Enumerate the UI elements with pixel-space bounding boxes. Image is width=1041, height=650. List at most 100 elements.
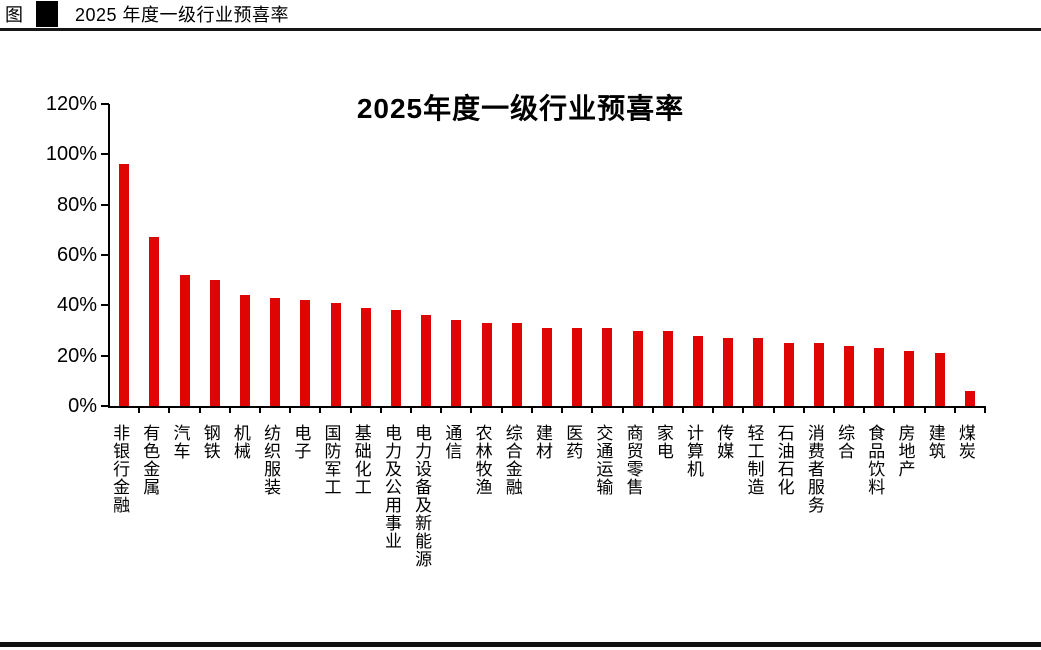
x-tick <box>832 407 835 413</box>
x-tick <box>500 407 503 413</box>
x-tick <box>440 407 443 413</box>
bar-计算机 <box>693 335 704 406</box>
x-category-label: 电力及公用事业 <box>381 424 401 550</box>
x-category-label: 煤炭 <box>955 424 975 460</box>
x-category-label: 传媒 <box>714 424 734 460</box>
x-tick <box>228 407 231 413</box>
x-category-label: 基础化工 <box>351 424 371 496</box>
y-tick <box>101 103 109 105</box>
x-tick <box>138 407 141 413</box>
y-tick-label: 80% <box>56 193 97 216</box>
x-tick <box>259 407 262 413</box>
y-tick-label: 100% <box>45 143 97 166</box>
bar-有色金属 <box>149 237 160 406</box>
bar-食品饮料 <box>874 348 885 406</box>
x-tick <box>591 407 594 413</box>
x-category-label: 家电 <box>653 424 673 460</box>
figure-label: 图 <box>5 5 24 25</box>
bar-机械 <box>239 295 250 406</box>
bar-纺织服装 <box>270 297 281 406</box>
bar-汽车 <box>179 275 190 406</box>
x-category-label: 非银行金融 <box>110 424 130 514</box>
x-category-label: 电力设备及新能源 <box>412 424 432 568</box>
bar-钢铁 <box>209 280 220 406</box>
bar-电子 <box>300 300 311 406</box>
x-tick <box>168 407 171 413</box>
x-tick <box>470 407 473 413</box>
bar-商贸零售 <box>632 330 643 406</box>
x-tick <box>289 407 292 413</box>
bar-电力设备及新能源 <box>421 315 432 406</box>
x-category-label: 医药 <box>563 424 583 460</box>
x-tick <box>712 407 715 413</box>
chart-title: 2025年度一级行业预喜率 <box>356 93 685 124</box>
x-tick <box>379 407 382 413</box>
x-category-label: 消费者服务 <box>804 424 824 514</box>
bar-非银行金融 <box>119 164 130 406</box>
x-tick <box>863 407 866 413</box>
bar-轻工制造 <box>753 338 764 406</box>
x-tick <box>953 407 956 413</box>
x-category-label: 农林牧渔 <box>472 424 492 496</box>
x-tick <box>893 407 896 413</box>
bar-国防军工 <box>330 302 341 406</box>
figure-number-redacted-box <box>36 1 58 27</box>
figure-header-title: 2025 年度一级行业预喜率 <box>75 5 290 25</box>
x-tick <box>772 407 775 413</box>
x-category-label: 有色金属 <box>140 424 160 496</box>
x-category-label: 建筑 <box>925 424 945 460</box>
x-axis-line <box>108 406 986 408</box>
x-tick <box>561 407 564 413</box>
x-tick <box>923 407 926 413</box>
x-tick <box>319 407 322 413</box>
bar-煤炭 <box>964 390 975 406</box>
x-tick <box>410 407 413 413</box>
x-category-label: 食品饮料 <box>865 424 885 496</box>
bar-综合金融 <box>511 322 522 406</box>
y-tick <box>101 203 109 206</box>
x-category-label: 机械 <box>230 424 250 460</box>
x-category-label: 纺织服装 <box>261 424 281 496</box>
plot-area: 0% 20% 40% 60% 80% 100% 120% 非银行金融 有色金属 汽车 钢铁 机械 纺织… <box>0 31 1041 611</box>
bar-chart: 2025年度一级行业预喜率 0% 20% 40% 60% 80% 100% 120% 非银行… <box>0 31 1041 611</box>
x-category-label: 综合金融 <box>502 424 522 496</box>
x-tick <box>651 407 654 413</box>
x-tick <box>802 407 805 413</box>
bar-电力及公用事业 <box>390 310 401 406</box>
y-tick-label: 20% <box>56 344 97 367</box>
x-category-label: 电子 <box>291 424 311 460</box>
y-tick <box>101 304 109 307</box>
bar-通信 <box>451 320 462 406</box>
y-tick <box>101 153 109 156</box>
bar-石油石化 <box>783 343 794 406</box>
bar-消费者服务 <box>813 343 824 406</box>
bar-综合 <box>844 345 855 406</box>
x-tick <box>621 407 624 413</box>
x-category-label: 建材 <box>533 424 552 460</box>
y-tick <box>101 254 109 256</box>
x-category-label: 汽车 <box>170 424 190 460</box>
x-category-label: 通信 <box>442 424 462 460</box>
y-tick-label: 0% <box>68 395 97 417</box>
x-tick <box>198 407 201 413</box>
bar-基础化工 <box>360 307 371 406</box>
bar-建筑 <box>934 353 945 406</box>
y-tick <box>101 405 109 407</box>
x-tick <box>349 407 352 413</box>
x-category-label: 商贸零售 <box>623 424 643 496</box>
y-tick-label: 60% <box>56 244 97 266</box>
y-tick-label: 120% <box>45 93 97 115</box>
y-tick <box>101 354 109 357</box>
y-tick-label: 40% <box>56 294 97 317</box>
x-category-label: 交通运输 <box>593 424 613 496</box>
bar-农林牧渔 <box>481 322 492 406</box>
x-category-label: 石油石化 <box>774 424 794 496</box>
x-category-label: 轻工制造 <box>744 424 764 496</box>
bottom-divider <box>0 642 1041 647</box>
bar-房地产 <box>904 350 915 406</box>
x-category-label: 计算机 <box>684 424 704 478</box>
x-category-label: 房地产 <box>895 424 915 478</box>
figure-header: 图 2025 年度一级行业预喜率 <box>0 0 1041 31</box>
x-tick <box>530 407 533 413</box>
